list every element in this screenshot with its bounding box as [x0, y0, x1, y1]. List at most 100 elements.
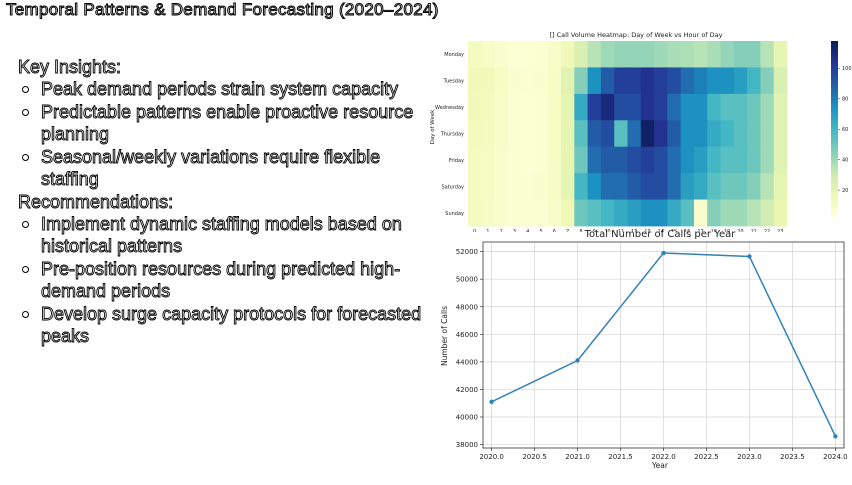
heatmap-cell: [628, 41, 642, 68]
colorbar-segment: [831, 56, 838, 59]
heatmap-cell: [694, 147, 708, 174]
heatmap-cell: [468, 67, 482, 94]
heatmap-cell: [481, 67, 495, 94]
y-tick-label: 50000: [456, 276, 478, 284]
colorbar-segment: [831, 73, 838, 76]
heatmap-cell: [654, 94, 668, 121]
line-chart: Total Number of Calls per Year Year Numb…: [427, 222, 852, 480]
heatmap-cell: [614, 147, 628, 174]
heatmap-cell: [534, 67, 548, 94]
colorbar-segment: [831, 161, 838, 164]
line-chart-title: Total Number of Calls per Year: [584, 229, 737, 240]
heatmap-row-label: Wednesday: [435, 105, 464, 111]
heatmap-row-label: Saturday: [441, 184, 464, 190]
colorbar-segment: [831, 140, 838, 143]
heatmap-cell: [481, 41, 495, 68]
heatmap-cell: [721, 120, 735, 147]
heatmap-cell: [561, 120, 575, 147]
colorbar-segment: [831, 61, 838, 64]
heatmap-cell: [534, 173, 548, 200]
colorbar-segment: [831, 166, 838, 169]
heatmap-cell: [574, 94, 588, 121]
heatmap-cell: [495, 67, 509, 94]
heatmap-cell: [774, 41, 788, 68]
heatmap-row-label: Monday: [444, 52, 464, 58]
colorbar-segment: [831, 117, 838, 120]
colorbar-segment: [831, 152, 838, 155]
heatmap-cell: [521, 94, 535, 121]
heatmap-cell: [681, 41, 695, 68]
heatmap-cell: [468, 173, 482, 200]
colorbar-segment: [831, 79, 838, 82]
heatmap-cell: [508, 41, 522, 68]
colorbar-segment: [831, 187, 838, 190]
x-tick-label: 2021.5: [608, 453, 633, 461]
heatmap-cell: [721, 147, 735, 174]
colorbar-segment: [831, 134, 838, 137]
colorbar-tick-label: 100: [842, 66, 852, 72]
heatmap-cell: [614, 94, 628, 121]
heatmap-cell: [495, 41, 509, 68]
x-tick-label: 2020.0: [479, 453, 504, 461]
heatmap-cell: [734, 41, 748, 68]
colorbar-tick-label: 40: [842, 158, 848, 164]
heatmap-cell: [681, 120, 695, 147]
colorbar-segment: [831, 126, 838, 129]
colorbar-segment: [831, 41, 838, 44]
colorbar-segment: [831, 82, 838, 85]
list-item: Seasonal/weekly variations require flexi…: [18, 146, 423, 191]
heatmap-chart: [] Call Volume Heatmap: Day of Week vs H…: [428, 28, 852, 232]
heatmap-cell: [760, 41, 774, 68]
heatmap-cell: [588, 41, 602, 68]
heatmap-cell: [481, 173, 495, 200]
heatmap-row-label: Tuesday: [443, 79, 464, 85]
heatmap-cell: [574, 120, 588, 147]
heatmap-cell: [707, 94, 721, 121]
heatmap-cell: [760, 94, 774, 121]
heatmap-cell: [521, 173, 535, 200]
heatmap-cell: [588, 94, 602, 121]
key-insights-heading: Key Insights:: [18, 56, 423, 78]
heatmap-cell: [588, 67, 602, 94]
heatmap-cell: [694, 173, 708, 200]
x-tick-label: 2023.5: [780, 453, 805, 461]
heatmap-cell: [601, 147, 615, 174]
heatmap-cell: [641, 94, 655, 121]
heatmap-cell: [747, 41, 761, 68]
colorbar-segment: [831, 201, 838, 204]
colorbar-segment: [831, 137, 838, 140]
colorbar-segment: [831, 99, 838, 102]
heatmap-cell: [548, 94, 562, 121]
heatmap-cell: [521, 41, 535, 68]
line-chart-y-label: Number of Calls: [440, 306, 449, 366]
colorbar-segment: [831, 50, 838, 53]
recommendations-list: Implement dynamic staffing models based …: [18, 213, 423, 348]
heatmap-cell: [667, 147, 681, 174]
colorbar-segment: [831, 131, 838, 134]
y-tick-label: 40000: [456, 414, 478, 422]
heatmap-cell: [760, 173, 774, 200]
colorbar-segment: [831, 111, 838, 114]
heatmap-cell: [481, 120, 495, 147]
heatmap-cell: [707, 120, 721, 147]
heatmap-title: [] Call Volume Heatmap: Day of Week vs H…: [550, 31, 723, 39]
y-tick-label: 44000: [456, 358, 478, 366]
recommendations-heading: Recommendations:: [18, 191, 423, 213]
heatmap-cell: [508, 94, 522, 121]
heatmap-cell: [707, 147, 721, 174]
heatmap-cell: [760, 67, 774, 94]
y-tick-label: 52000: [456, 248, 478, 256]
heatmap-cell: [481, 94, 495, 121]
heatmap-row-label: Friday: [449, 158, 464, 164]
heatmap-cell: [667, 94, 681, 121]
line-chart-svg: Total Number of Calls per Year Year Numb…: [427, 222, 852, 480]
colorbar-segment: [831, 158, 838, 161]
heatmap-cell: [561, 67, 575, 94]
x-tick-label: 2023.0: [737, 453, 762, 461]
heatmap-cell: [694, 67, 708, 94]
heatmap-cell: [721, 173, 735, 200]
colorbar-segment: [831, 53, 838, 56]
heatmap-cell: [548, 67, 562, 94]
y-tick-label: 46000: [456, 331, 478, 339]
x-tick-label: 2024.0: [823, 453, 848, 461]
